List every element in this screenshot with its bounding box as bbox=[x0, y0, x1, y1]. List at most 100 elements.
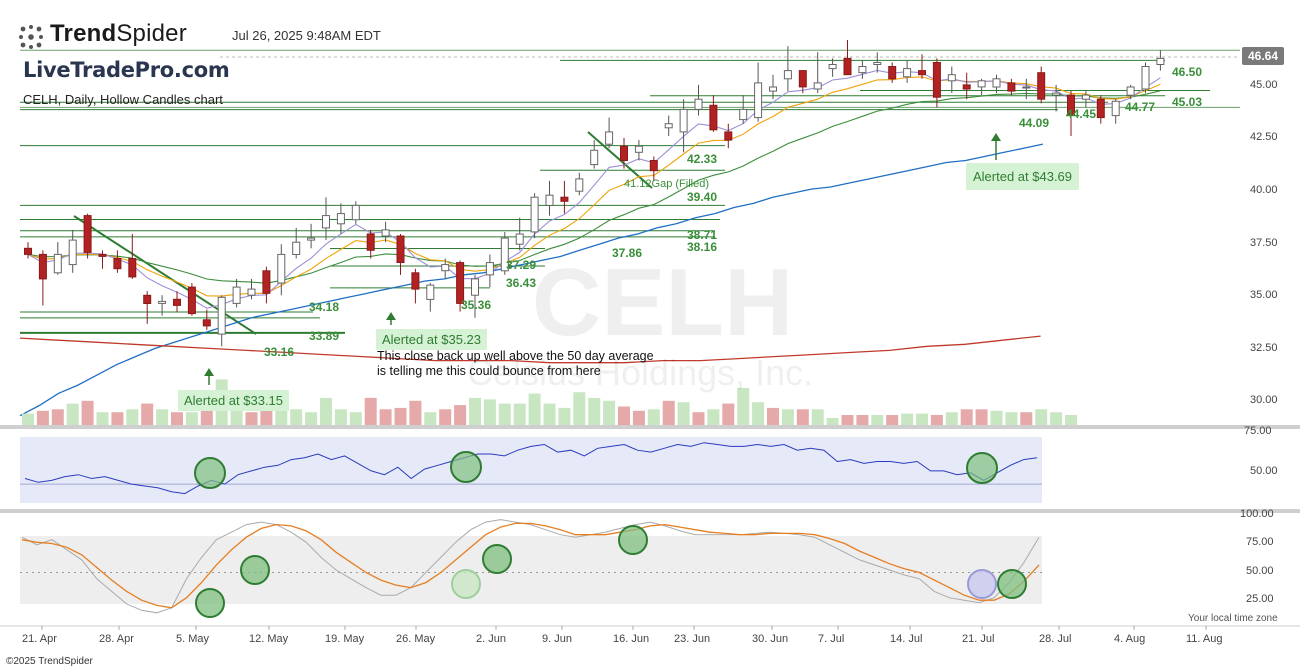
price-panel-separator bbox=[0, 425, 1300, 429]
candle-body bbox=[888, 66, 897, 80]
level-label-41-12: 41.12 bbox=[624, 178, 652, 190]
company-watermark: Celsius Holdings, Inc. bbox=[467, 352, 814, 393]
candle-body bbox=[798, 70, 807, 88]
stoch-signal-circle-faded bbox=[451, 569, 481, 599]
rsi-band bbox=[20, 437, 1042, 503]
candle-body bbox=[769, 86, 777, 92]
volume-bar bbox=[886, 415, 899, 425]
volume-bar bbox=[692, 412, 705, 425]
candle-body bbox=[500, 237, 509, 272]
candle-body bbox=[918, 70, 926, 76]
rsi-tick-50: 50.00 bbox=[1250, 465, 1278, 477]
volume-bar bbox=[22, 413, 34, 425]
candle-body bbox=[217, 296, 226, 335]
volume-bar bbox=[573, 392, 586, 425]
candle-body bbox=[739, 108, 748, 121]
candle-body bbox=[232, 286, 241, 304]
alert-label-1: Alerted at $33.15 bbox=[178, 390, 290, 411]
volume-bar bbox=[513, 403, 526, 425]
ema-green-line bbox=[27, 90, 1161, 284]
candle-body bbox=[545, 194, 554, 206]
candle-body bbox=[485, 262, 494, 276]
level-label-37-86: 37.86 bbox=[612, 246, 643, 260]
candle-body bbox=[187, 286, 196, 315]
level-label-42-33: 42.33 bbox=[687, 152, 718, 166]
x-tick-21-apr: 21. Apr bbox=[22, 633, 57, 645]
level-label-44-09: 44.09 bbox=[1019, 116, 1050, 130]
volume-bar bbox=[603, 400, 616, 425]
volume-bar bbox=[960, 409, 973, 425]
candle-body bbox=[83, 215, 92, 253]
volume-bars bbox=[22, 379, 1077, 426]
candle-body bbox=[53, 253, 62, 274]
candle-body bbox=[262, 270, 271, 294]
volume-bar bbox=[96, 412, 109, 425]
candle-body bbox=[932, 62, 941, 98]
x-tick-16-jun: 16. Jun bbox=[613, 633, 650, 645]
y-tick-30: 30.00 bbox=[1250, 394, 1278, 406]
volume-bar bbox=[811, 409, 824, 425]
volume-bar bbox=[498, 403, 511, 425]
stoch-tick-25: 25.00 bbox=[1246, 593, 1274, 605]
x-tick-28-apr: 28. Apr bbox=[99, 633, 134, 645]
volume-bar bbox=[543, 403, 556, 425]
candle-body bbox=[679, 108, 688, 133]
x-tick-7-jul: 7. Jul bbox=[818, 633, 845, 645]
candle-body bbox=[1052, 92, 1061, 96]
volume-bar bbox=[528, 393, 541, 425]
candle-body bbox=[620, 145, 628, 161]
analysis-note: This close back up well above the 50 day… bbox=[377, 349, 654, 379]
volume-bar bbox=[111, 412, 124, 425]
volume-bar bbox=[826, 417, 839, 425]
trendspider-logo-icon bbox=[18, 24, 44, 50]
x-tick-21-jul: 21. Jul bbox=[962, 633, 995, 645]
candle-body bbox=[634, 145, 643, 153]
level-label-37-29: 37.29 bbox=[506, 258, 537, 272]
stoch-signal-circle bbox=[195, 588, 225, 618]
candle-body bbox=[456, 262, 465, 304]
level-label-36-43: 36.43 bbox=[506, 276, 537, 290]
rsi-signal-circle bbox=[966, 452, 998, 484]
volume-bar bbox=[185, 412, 198, 425]
candle-body bbox=[441, 264, 450, 272]
volume-bar bbox=[379, 409, 392, 425]
stoch-d-line bbox=[21, 522, 1040, 609]
level-label-39-40: 39.40 bbox=[687, 190, 718, 204]
volume-bar bbox=[51, 409, 64, 425]
volume-bar bbox=[394, 407, 407, 425]
rsi-tick-75: 75.00 bbox=[1244, 425, 1272, 437]
candle-body bbox=[605, 131, 614, 145]
volume-bar bbox=[916, 413, 928, 425]
candle-body bbox=[754, 82, 763, 119]
volume-bar bbox=[558, 407, 571, 425]
y-tick-45: 45.00 bbox=[1250, 79, 1278, 91]
level-label-44-45: 44.45 bbox=[1066, 107, 1097, 121]
candle-body bbox=[1126, 86, 1135, 96]
candle-body bbox=[173, 298, 181, 306]
note-line-2: is telling me this could bounce from her… bbox=[377, 364, 601, 378]
rsi-panel-separator bbox=[0, 509, 1300, 513]
candle-body bbox=[1067, 94, 1075, 116]
candle-body bbox=[381, 229, 390, 237]
level-label-33-89: 33.89 bbox=[309, 329, 340, 343]
y-tick-32-5: 32.50 bbox=[1250, 342, 1278, 354]
x-tick-2-jun: 2. Jun bbox=[476, 633, 506, 645]
candle-body bbox=[426, 284, 435, 300]
alert-arrow-head bbox=[386, 312, 396, 320]
volume-bar bbox=[1005, 412, 1018, 425]
level-label-33-16: 33.16 bbox=[264, 345, 295, 359]
rsi-signal-circle bbox=[194, 457, 226, 489]
chart-timestamp: Jul 26, 2025 9:48AM EDT bbox=[232, 28, 381, 43]
alert-arrow-head bbox=[991, 133, 1001, 141]
candle-body bbox=[843, 57, 852, 76]
candle-body bbox=[828, 64, 837, 70]
volume-bar bbox=[126, 409, 139, 425]
candle-body bbox=[515, 233, 524, 245]
volume-bar bbox=[349, 412, 362, 425]
candle-body bbox=[1096, 98, 1105, 119]
chart-title: CELH, Daily, Hollow Candles chart bbox=[23, 92, 223, 107]
x-tick-28-jul: 28. Jul bbox=[1039, 633, 1072, 645]
x-tick-12-may: 12. May bbox=[249, 633, 289, 645]
candle-body bbox=[575, 178, 584, 192]
note-line-1: This close back up well above the 50 day… bbox=[377, 349, 654, 363]
